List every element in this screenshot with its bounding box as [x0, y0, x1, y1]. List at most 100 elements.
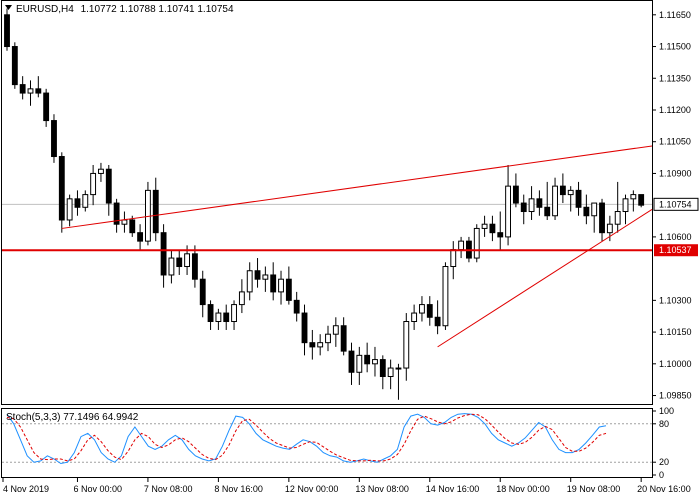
support-trendline[interactable]: [437, 208, 653, 348]
candle-body: [19, 84, 26, 94]
candle-body: [27, 88, 34, 94]
candle: [129, 215, 136, 237]
candle: [82, 190, 89, 212]
stoch-tick-label: 20: [659, 457, 669, 467]
candle-body: [630, 194, 637, 200]
candle: [512, 173, 519, 208]
price-tick-label: 1.11200: [659, 105, 691, 115]
candle: [473, 224, 480, 263]
stoch-tick-label: 80: [659, 419, 669, 429]
candle: [544, 181, 551, 220]
candle-body: [4, 14, 10, 48]
candle: [630, 190, 637, 212]
time-tick-label: 18 Nov 00:00: [496, 484, 550, 494]
candle: [51, 114, 57, 163]
stoch-signal-line: [6, 413, 607, 462]
time-tick-label: 4 Nov 2019: [3, 484, 49, 494]
candle-body: [98, 168, 104, 174]
candle: [340, 317, 347, 356]
time-tick-label: 14 Nov 16:00: [426, 484, 480, 494]
candle-body: [176, 257, 183, 268]
candle-body: [35, 88, 42, 94]
candle-body: [66, 198, 73, 221]
candle: [144, 181, 151, 246]
candle: [450, 241, 457, 280]
candle: [325, 325, 331, 352]
candle: [411, 304, 418, 330]
candle: [66, 194, 73, 227]
candle-body: [434, 316, 441, 327]
candle: [552, 177, 558, 220]
candle: [4, 8, 10, 51]
level-price-text: 1.10537: [659, 245, 692, 255]
candle-body: [246, 270, 253, 293]
candle-body: [372, 359, 378, 365]
candle: [11, 42, 18, 89]
candle: [559, 173, 566, 204]
candle-body: [82, 194, 89, 208]
candle-body: [332, 325, 339, 335]
time-tick-label: 12 Nov 00:00: [285, 484, 339, 494]
candle: [426, 296, 433, 326]
candle: [301, 304, 308, 356]
candle-body: [278, 278, 284, 293]
candle: [317, 334, 324, 356]
candle-body: [270, 274, 277, 293]
time-tick-label: 8 Nov 16:00: [214, 484, 263, 494]
time-axis: 4 Nov 2019 6 Nov 00:00 7 Nov 08:00 8 Nov 16…: [2, 478, 691, 494]
candle: [207, 300, 214, 330]
candle: [285, 266, 292, 305]
candle-body: [207, 304, 214, 323]
time-tick-label: 13 Nov 08:00: [355, 484, 409, 494]
resistance-trendline[interactable]: [61, 145, 653, 229]
candle-body: [74, 198, 81, 208]
candle: [113, 198, 120, 233]
candle-body: [137, 232, 144, 242]
candle-body: [536, 198, 543, 208]
candle: [481, 215, 488, 237]
candle: [442, 262, 449, 330]
candle: [223, 304, 230, 330]
candle-body: [356, 354, 363, 373]
chart-menu-icon[interactable]: [5, 5, 12, 10]
candle-body: [505, 185, 512, 238]
trendlines-layer[interactable]: [61, 145, 653, 348]
stoch-levels-layer: [2, 423, 652, 463]
candle: [35, 76, 42, 98]
candle-body: [473, 227, 480, 259]
candle-body: [191, 253, 198, 280]
candle: [74, 190, 81, 216]
candle-body: [497, 232, 504, 238]
candle-body: [606, 223, 613, 234]
candle: [575, 181, 582, 216]
time-tick-label: 20 Nov 16:00: [637, 484, 691, 494]
candle-body: [325, 333, 331, 344]
price-tick-label: 1.09850: [659, 391, 692, 401]
current-price-text: 1.10754: [659, 199, 692, 209]
candle-body: [231, 304, 237, 323]
main-plot-frame: [1, 0, 653, 405]
stoch-lines-layer: [6, 413, 607, 465]
candle: [583, 194, 590, 225]
candle: [199, 270, 206, 318]
candle: [591, 202, 598, 233]
candle: [489, 215, 496, 242]
candle-body: [168, 257, 175, 276]
candle: [176, 249, 183, 275]
symbol-label: EURUSD,H4: [16, 4, 74, 15]
candle-body: [152, 189, 159, 234]
candle-body: [309, 342, 316, 348]
time-tick-label: 19 Nov 08:00: [567, 484, 621, 494]
price-tick-label: 1.10900: [659, 168, 692, 178]
candle: [238, 279, 245, 314]
candle-body: [105, 168, 112, 204]
time-tick-label: 6 Nov 00:00: [73, 484, 122, 494]
price-labels-layer: 1.10754 1.10537: [653, 197, 699, 257]
candle: [231, 300, 237, 330]
candle-body: [340, 325, 347, 352]
candle-body: [544, 206, 551, 217]
candle: [395, 363, 402, 400]
candle-body: [160, 232, 167, 276]
candle: [567, 186, 574, 212]
